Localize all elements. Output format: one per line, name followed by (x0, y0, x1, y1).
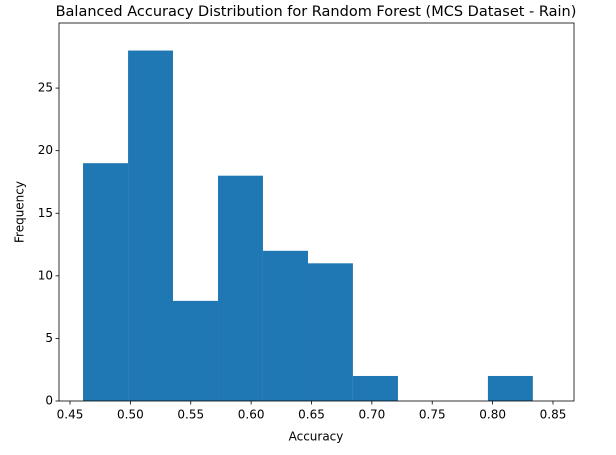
x-tick-label: 0.75 (419, 408, 446, 422)
x-tick-label: 0.60 (238, 408, 265, 422)
y-tick-label: 0 (45, 394, 53, 408)
plot-frame (58, 22, 575, 402)
y-tick-label: 15 (38, 206, 53, 220)
x-tick-label: 0.50 (117, 408, 144, 422)
x-tick-label: 0.45 (57, 408, 84, 422)
chart-title: Balanced Accuracy Distribution for Rando… (56, 4, 577, 20)
bar (307, 263, 353, 401)
x-tick-label: 0.85 (540, 408, 567, 422)
y-tick-label: 20 (38, 143, 53, 157)
y-tick-label: 25 (38, 81, 53, 95)
bar (83, 163, 129, 401)
bar (487, 375, 533, 401)
bar (128, 50, 173, 401)
y-axis-label: Frequency (13, 181, 27, 243)
x-tick-label: 0.70 (359, 408, 386, 422)
x-tick-label: 0.65 (298, 408, 325, 422)
bar (352, 375, 398, 401)
x-axis-label: Accuracy (289, 430, 344, 444)
y-tick-label: 5 (45, 331, 53, 345)
x-tick-label: 0.80 (479, 408, 506, 422)
bar (172, 300, 219, 401)
y-tick-label: 10 (38, 268, 53, 282)
x-tick-label: 0.55 (177, 408, 204, 422)
bar (218, 175, 263, 401)
bar (262, 250, 308, 401)
